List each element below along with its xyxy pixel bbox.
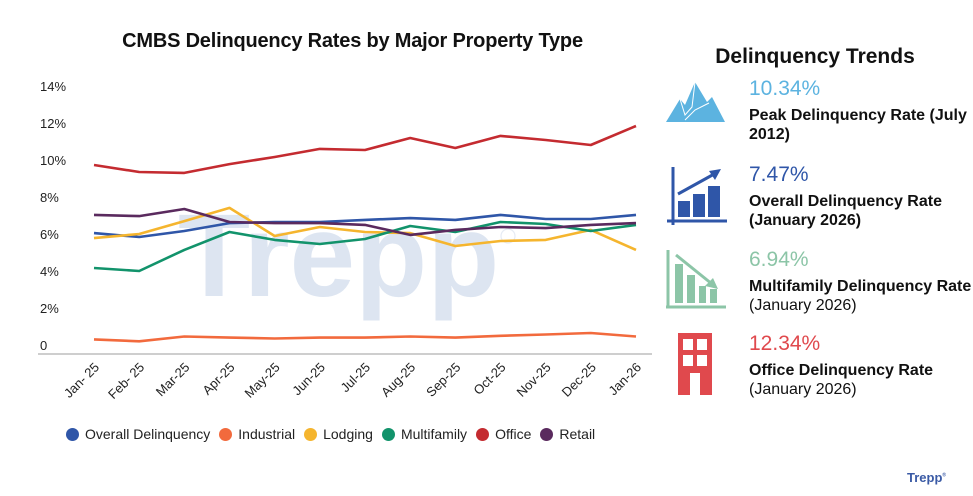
stat-label: Office Delinquency Rate (January 2026) bbox=[749, 361, 973, 399]
falling-bar-chart-icon bbox=[666, 250, 726, 309]
legend-label: Industrial bbox=[238, 426, 296, 442]
stat-label: Multifamily Delinquency Rate (January 20… bbox=[749, 277, 973, 315]
y-tick-label: 8% bbox=[40, 190, 59, 205]
series-line-retail bbox=[93, 207, 637, 237]
legend-swatch bbox=[476, 427, 490, 441]
series-lines bbox=[93, 124, 637, 343]
registered-mark-icon bbox=[500, 228, 516, 244]
legend-label: Lodging bbox=[323, 426, 373, 442]
legend-item-retail[interactable]: Retail bbox=[540, 426, 595, 442]
panel-title: Delinquency Trends bbox=[715, 45, 915, 68]
x-tick-label: Aug-25 bbox=[378, 360, 418, 400]
registered-mark: ® bbox=[942, 472, 947, 479]
stat-value: 6.94% bbox=[749, 248, 809, 271]
legend-swatch bbox=[66, 427, 79, 441]
stat-label-bold: Office Delinquency Rate bbox=[749, 362, 934, 379]
legend-swatch bbox=[540, 427, 554, 441]
x-tick-label: Nov-25 bbox=[514, 360, 554, 400]
series-line-office bbox=[93, 124, 637, 175]
x-tick-label: Mar-25 bbox=[153, 360, 193, 400]
x-tick-label: Sep-25 bbox=[423, 360, 463, 400]
y-tick-label: 2% bbox=[40, 301, 59, 316]
legend-item-overall-delinquency[interactable]: Overall Delinquency bbox=[66, 426, 210, 442]
y-axis: 0 2% 4% 6% 8% 10% 12% 14% bbox=[40, 79, 66, 353]
y-tick-label: 0 bbox=[40, 338, 47, 353]
series-line-overall-delinquency bbox=[93, 213, 637, 239]
stat-value: 10.34% bbox=[749, 77, 821, 100]
trepp-watermark: Trepp bbox=[178, 190, 499, 322]
chart-legend: Overall Delinquency Industrial Lodging Mult… bbox=[66, 426, 604, 442]
series-line-multifamily bbox=[93, 220, 637, 273]
y-tick-label: 14% bbox=[40, 79, 66, 94]
legend-item-lodging[interactable]: Lodging bbox=[304, 426, 373, 442]
line-chart: Trepp 02%4%6%8%10%12%14% Jan- 25 Feb- 25 M… bbox=[38, 79, 652, 402]
mountain-peak-icon bbox=[666, 81, 725, 122]
legend-label: Retail bbox=[559, 426, 596, 442]
brand-text: Trepp bbox=[907, 470, 943, 485]
legend-label: Overall Delinquency bbox=[85, 426, 211, 442]
stat-label-date: (January 2026) bbox=[749, 297, 857, 314]
stat-label-bold: Multifamily Delinquency Rate bbox=[749, 278, 972, 295]
chart-title: CMBS Delinquency Rates by Major Property… bbox=[122, 30, 583, 52]
stat-label-date: (January 2026) bbox=[749, 381, 857, 398]
office-building-icon bbox=[678, 333, 712, 395]
trepp-logo: Trepp® bbox=[907, 470, 946, 485]
x-tick-label: Jul-25 bbox=[337, 360, 373, 396]
y-tick-label: 6% bbox=[40, 227, 59, 242]
x-tick-label: May-25 bbox=[242, 360, 283, 401]
stat-value: 12.34% bbox=[749, 332, 821, 355]
legend-item-industrial[interactable]: Industrial bbox=[219, 426, 295, 442]
legend-swatch bbox=[304, 427, 318, 441]
legend-label: Office bbox=[495, 426, 532, 442]
x-tick-label: Jan- 25 bbox=[61, 360, 102, 401]
series-line-industrial bbox=[93, 331, 637, 343]
x-axis: Jan- 25 Feb- 25 Mar-25 Apr-25 May-25 Jun-25 Ju… bbox=[61, 360, 644, 402]
x-tick-label: Apr-25 bbox=[199, 360, 237, 398]
y-tick-label: 10% bbox=[40, 153, 66, 168]
y-tick-label: 12% bbox=[40, 116, 66, 131]
legend-swatch bbox=[219, 427, 233, 441]
x-tick-label: Dec-25 bbox=[559, 360, 599, 400]
series-line-lodging bbox=[93, 206, 637, 252]
x-tick-label: Jan-26 bbox=[605, 360, 644, 399]
stat-value: 7.47% bbox=[749, 163, 809, 186]
legend-label: Multifamily bbox=[400, 426, 468, 442]
x-tick-label: Jun-25 bbox=[289, 360, 328, 399]
legend-swatch bbox=[381, 427, 395, 441]
x-tick-label: Feb- 25 bbox=[105, 360, 147, 402]
rising-bar-chart-icon bbox=[667, 167, 727, 225]
stat-label: Overall Delinquency Rate (January 2026) bbox=[749, 193, 942, 229]
y-tick-label: 4% bbox=[40, 264, 59, 279]
legend-item-multifamily[interactable]: Multifamily bbox=[381, 426, 468, 442]
legend-item-office[interactable]: Office bbox=[476, 426, 531, 442]
stat-label: Peak Delinquency Rate (July 2012) bbox=[749, 107, 967, 143]
x-tick-label: Oct-25 bbox=[470, 360, 508, 398]
